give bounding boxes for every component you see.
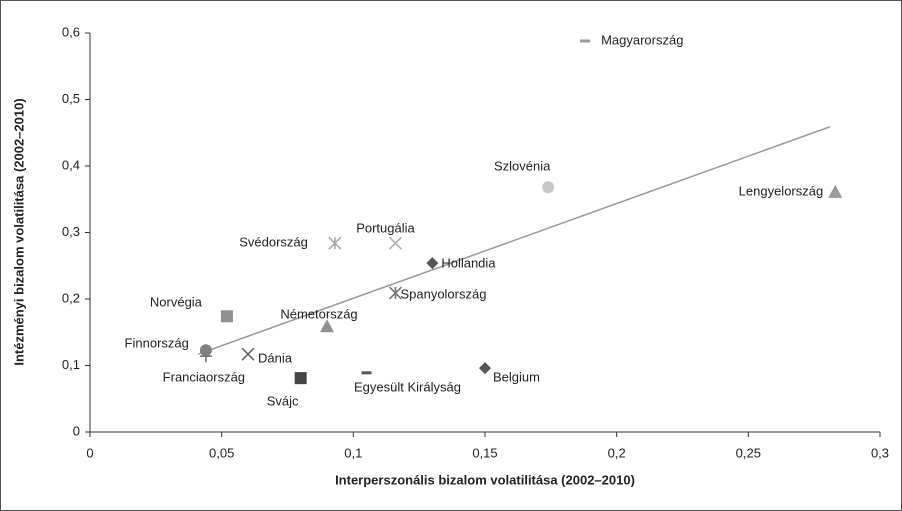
point <box>294 372 307 385</box>
y-tick-label: 0,1 <box>62 357 80 372</box>
point <box>241 347 255 361</box>
point <box>320 319 334 333</box>
x-tick-label: 0,2 <box>608 445 626 460</box>
x-axis-label: Interperszonális bizalom volatilitása (2… <box>335 472 635 487</box>
y-tick-label: 0,6 <box>62 24 80 39</box>
point-label: Norvégia <box>150 295 203 310</box>
point-label: Németország <box>280 307 357 322</box>
point-label: Franciaország <box>163 370 245 385</box>
y-tick-label: 0,5 <box>62 91 80 106</box>
point <box>199 350 212 363</box>
point-label: Svédország <box>239 235 308 250</box>
y-tick-label: 0,3 <box>62 224 80 239</box>
x-tick-label: 0,3 <box>871 445 889 460</box>
point-label: Belgium <box>493 370 540 385</box>
point <box>828 184 843 198</box>
point-label: Dánia <box>258 351 293 366</box>
x-tick-label: 0 <box>86 445 93 460</box>
point-label: Lengyelország <box>739 183 824 198</box>
x-tick-label: 0,15 <box>472 445 497 460</box>
point-label: Szlovénia <box>494 159 551 174</box>
point-label: Egyesült Királyság <box>354 379 461 394</box>
x-tick-label: 0,05 <box>209 445 234 460</box>
point <box>388 236 403 250</box>
y-tick-label: 0 <box>73 423 80 438</box>
point <box>542 181 555 194</box>
y-tick-label: 0,2 <box>62 290 80 305</box>
point <box>220 310 233 323</box>
point <box>426 257 439 270</box>
y-tick-label: 0,4 <box>62 157 80 172</box>
point <box>328 236 342 250</box>
point <box>388 286 403 300</box>
point-label: Hollandia <box>441 256 496 271</box>
trendline <box>197 126 831 355</box>
point-label: Spanyolország <box>400 286 486 301</box>
point-label: Magyarország <box>601 32 683 47</box>
point <box>479 362 491 375</box>
point-label: Svájc <box>267 394 299 409</box>
x-tick-label: 0,1 <box>344 445 362 460</box>
point-label: Finnország <box>125 336 189 351</box>
x-tick-label: 0,25 <box>736 445 761 460</box>
point-label: Portugália <box>356 221 415 236</box>
y-axis-label: Intézményi bizalom volatilitása (2002–20… <box>11 98 26 365</box>
